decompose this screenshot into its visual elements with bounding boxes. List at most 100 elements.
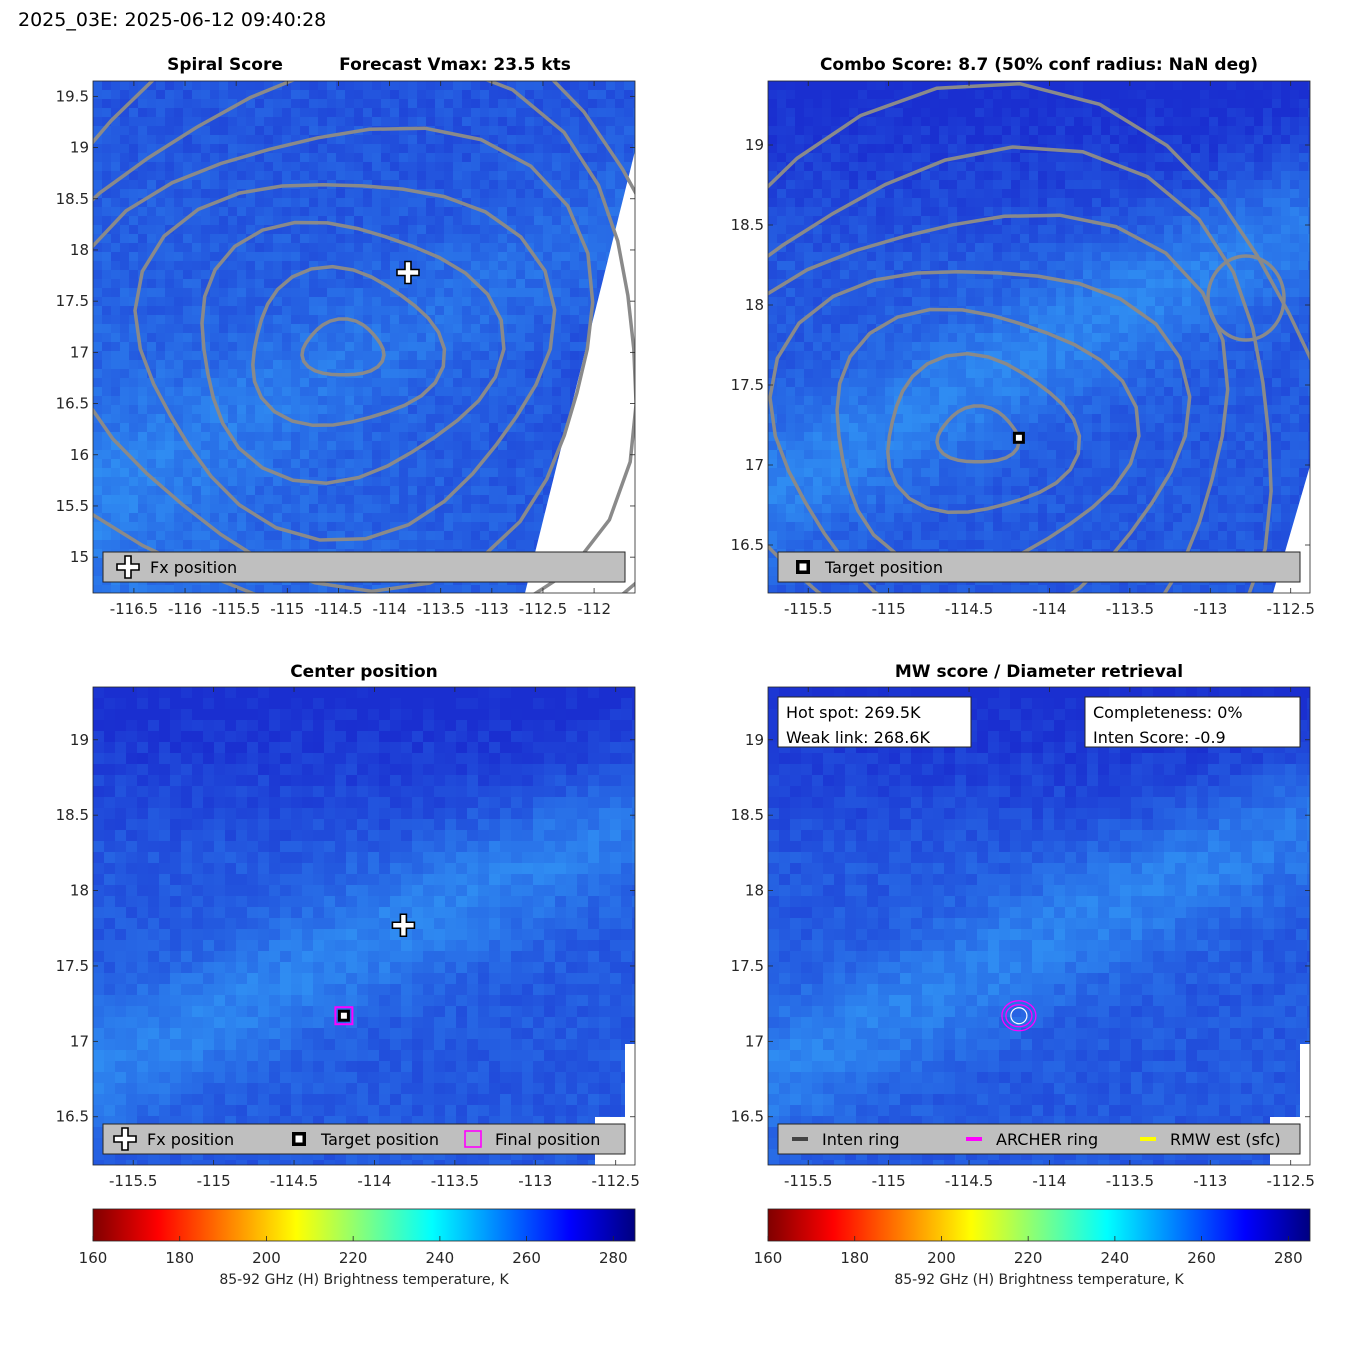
heatmap-cell xyxy=(147,531,157,541)
heatmap-cell xyxy=(444,468,454,478)
heatmap-cell xyxy=(939,270,949,280)
heatmap-cell xyxy=(219,441,229,451)
heatmap-cell xyxy=(1200,252,1210,262)
heatmap-cell xyxy=(813,189,823,199)
heatmap-cell xyxy=(417,378,427,388)
heatmap-cell xyxy=(228,360,238,370)
heatmap-cell xyxy=(237,216,247,226)
heatmap-cell xyxy=(633,117,635,127)
heatmap-cell xyxy=(435,540,445,550)
heatmap-cell xyxy=(192,414,202,424)
heatmap-cell xyxy=(336,513,346,523)
heatmap-cell xyxy=(93,378,103,388)
heatmap-cell xyxy=(417,486,427,496)
heatmap-cell xyxy=(930,252,940,262)
heatmap-cell xyxy=(1002,171,1012,181)
heatmap-cell xyxy=(165,261,175,271)
heatmap-cell xyxy=(417,144,427,154)
heatmap-cell xyxy=(1200,117,1210,127)
heatmap-cell xyxy=(633,126,635,136)
heatmap-cell xyxy=(552,261,562,271)
heatmap-cell xyxy=(390,180,400,190)
heatmap-cell xyxy=(363,171,373,181)
heatmap-cell xyxy=(462,504,472,514)
heatmap-cell xyxy=(453,297,463,307)
heatmap-cell xyxy=(1155,234,1165,244)
heatmap-cell xyxy=(444,324,454,334)
heatmap-cell xyxy=(345,540,355,550)
heatmap-cell xyxy=(291,225,301,235)
heatmap-cell xyxy=(1119,216,1129,226)
heatmap-cell xyxy=(147,234,157,244)
heatmap-cell xyxy=(471,378,481,388)
heatmap-cell xyxy=(1227,90,1237,100)
heatmap-cell xyxy=(786,117,796,127)
heatmap-cell xyxy=(417,162,427,172)
heatmap-cell xyxy=(183,513,193,523)
heatmap-cell xyxy=(858,153,868,163)
heatmap-cell xyxy=(1092,144,1102,154)
heatmap-cell xyxy=(858,171,868,181)
heatmap-cell xyxy=(399,486,409,496)
heatmap-cell xyxy=(417,90,427,100)
heatmap-cell xyxy=(183,108,193,118)
heatmap-cell xyxy=(237,540,247,550)
heatmap-cell xyxy=(507,135,517,145)
heatmap-cell xyxy=(399,441,409,451)
heatmap-cell xyxy=(813,207,823,217)
heatmap-cell xyxy=(543,198,553,208)
heatmap-cell xyxy=(444,225,454,235)
heatmap-cell xyxy=(246,153,256,163)
heatmap-cell xyxy=(1245,126,1255,136)
heatmap-cell xyxy=(336,414,346,424)
heatmap-cell xyxy=(300,522,310,532)
heatmap-cell xyxy=(498,261,508,271)
heatmap-cell xyxy=(282,144,292,154)
heatmap-cell xyxy=(327,360,337,370)
heatmap-cell xyxy=(777,117,787,127)
heatmap-cell xyxy=(462,396,472,406)
heatmap-cell xyxy=(408,468,418,478)
heatmap-cell xyxy=(408,261,418,271)
heatmap-cell xyxy=(201,243,211,253)
heatmap-cell xyxy=(444,234,454,244)
heatmap-cell xyxy=(408,126,418,136)
heatmap-cell xyxy=(138,405,148,415)
heatmap-cell xyxy=(480,432,490,442)
heatmap-cell xyxy=(813,135,823,145)
heatmap-cell xyxy=(1209,108,1219,118)
heatmap-cell xyxy=(183,270,193,280)
heatmap-cell xyxy=(876,189,886,199)
heatmap-cell xyxy=(1272,189,1282,199)
heatmap-cell xyxy=(885,180,895,190)
heatmap-cell xyxy=(183,261,193,271)
heatmap-cell xyxy=(1119,144,1129,154)
heatmap-cell xyxy=(489,351,499,361)
heatmap-cell xyxy=(1281,135,1291,145)
heatmap-cell xyxy=(471,126,481,136)
heatmap-cell xyxy=(219,324,229,334)
heatmap-cell xyxy=(561,378,571,388)
heatmap-cell xyxy=(129,315,139,325)
heatmap-cell xyxy=(264,477,274,487)
heatmap-cell xyxy=(1236,216,1246,226)
heatmap-cell xyxy=(1191,216,1201,226)
heatmap-cell xyxy=(336,189,346,199)
heatmap-cell xyxy=(228,171,238,181)
heatmap-cell xyxy=(516,252,526,262)
heatmap-cell xyxy=(1173,81,1183,91)
swath-nodata xyxy=(525,151,635,593)
heatmap-cell xyxy=(1272,225,1282,235)
heatmap-cell xyxy=(156,351,166,361)
heatmap-cell xyxy=(489,234,499,244)
heatmap-cell xyxy=(372,495,382,505)
heatmap-cell xyxy=(201,126,211,136)
heatmap-cell xyxy=(1299,153,1309,163)
heatmap-cell xyxy=(246,306,256,316)
heatmap-cell xyxy=(552,297,562,307)
heatmap-cell xyxy=(120,117,130,127)
heatmap-cell xyxy=(165,234,175,244)
heatmap-cell xyxy=(561,135,571,145)
heatmap-cell xyxy=(453,126,463,136)
heatmap-cell xyxy=(318,297,328,307)
